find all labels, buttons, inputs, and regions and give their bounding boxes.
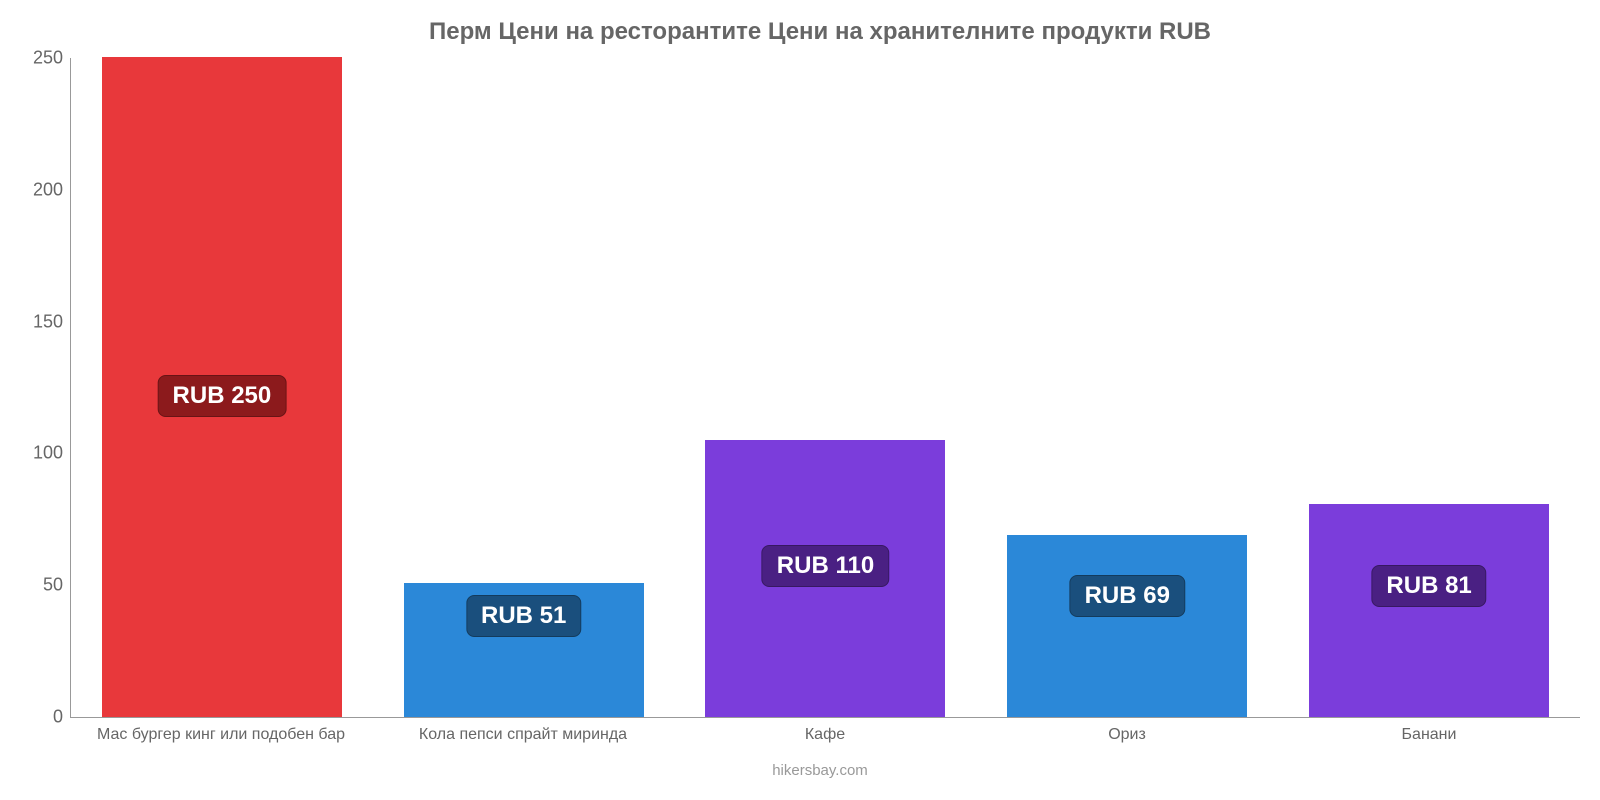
value-badge: RUB 51 [466, 595, 581, 637]
y-tick-3: 150 [19, 311, 63, 332]
bar-slot: RUB 51 [373, 58, 675, 717]
bar-slot: RUB 81 [1278, 58, 1580, 717]
price-bar-chart: Перм Цени на ресторантите Цени на хранит… [0, 0, 1600, 800]
bar-0: RUB 250 [102, 57, 342, 717]
y-tick-1: 50 [19, 575, 63, 596]
value-badge: RUB 81 [1371, 565, 1486, 607]
bar-slot: RUB 250 [71, 58, 373, 717]
plot-area: 0 50 100 150 200 250 RUB 250 RUB 51 RUB … [70, 58, 1580, 718]
x-label: Кафе [674, 722, 976, 744]
value-badge: RUB 110 [762, 545, 889, 587]
y-tick-4: 200 [19, 179, 63, 200]
bar-slot: RUB 69 [976, 58, 1278, 717]
x-label: Ориз [976, 722, 1278, 744]
bars-group: RUB 250 RUB 51 RUB 110 RUB 69 RUB 81 [71, 58, 1580, 717]
chart-title: Перм Цени на ресторантите Цени на хранит… [60, 18, 1580, 46]
value-badge: RUB 250 [158, 375, 287, 417]
y-tick-0: 0 [19, 707, 63, 728]
y-tick-5: 250 [19, 48, 63, 69]
attribution: hikersbay.com [60, 762, 1580, 779]
bar-4: RUB 81 [1309, 504, 1549, 717]
x-label: Банани [1278, 722, 1580, 744]
x-label: Мас бургер кинг или подобен бар [70, 722, 372, 744]
value-badge: RUB 69 [1070, 575, 1185, 617]
bar-1: RUB 51 [404, 583, 644, 717]
x-axis-labels: Мас бургер кинг или подобен бар Кола пеп… [70, 722, 1580, 744]
bar-slot: RUB 110 [675, 58, 977, 717]
x-label: Кола пепси спрайт миринда [372, 722, 674, 744]
bar-2: RUB 110 [705, 440, 945, 717]
y-tick-2: 100 [19, 443, 63, 464]
bar-3: RUB 69 [1007, 535, 1247, 717]
